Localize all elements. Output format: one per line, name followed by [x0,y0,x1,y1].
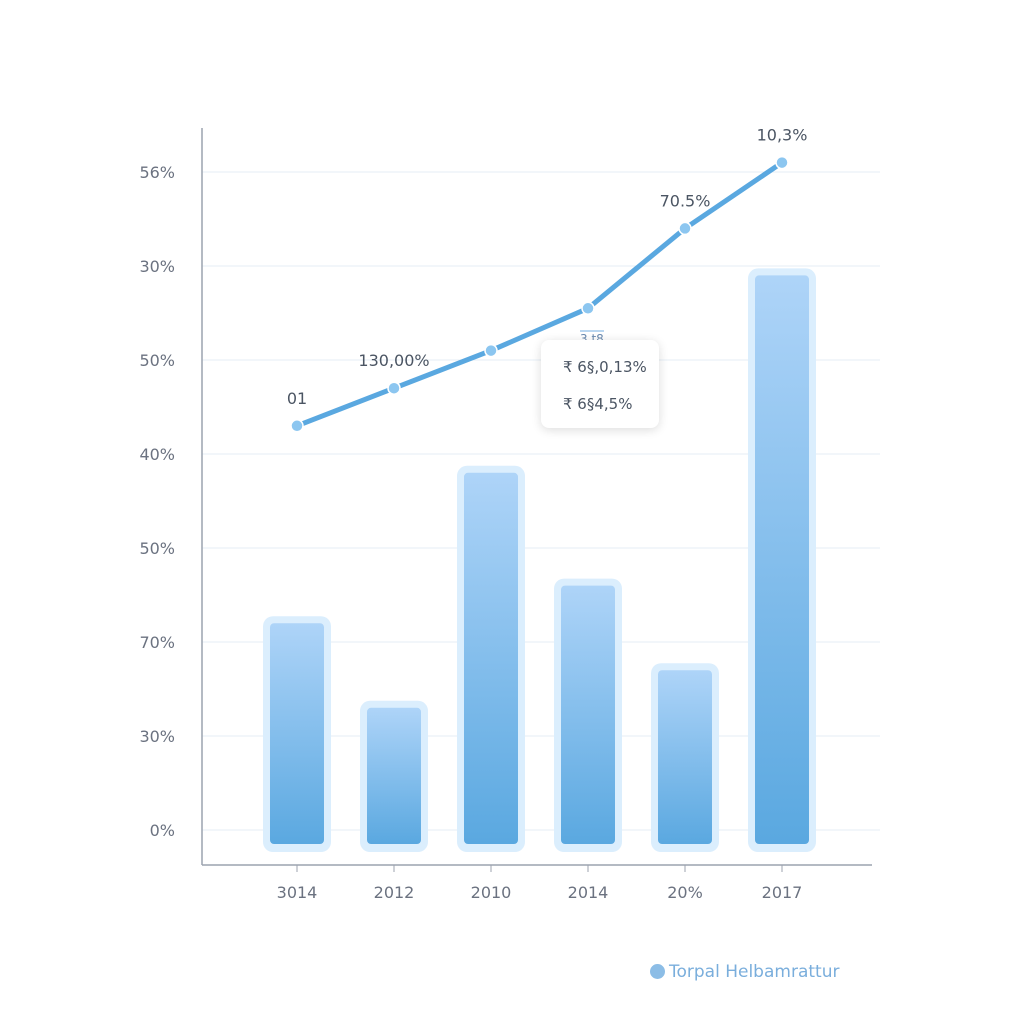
apple-icon [650,964,665,979]
y-tick-labels: 0% 30% 70% 50% 40% 50% 30% 56% [139,163,175,840]
brand-watermark: Torpal Helbamrattur [650,962,839,982]
y-tick-label: 50% [139,539,175,558]
bar [755,275,809,844]
y-tick-label: 40% [139,445,175,464]
tooltip: ₹ 6§,0,13% ₹ 6§4,5% [541,340,659,428]
line-data-label: 10,3% [757,126,808,145]
bar [561,585,615,844]
bars [263,268,816,852]
x-tick-label: 2010 [471,883,512,902]
x-tick-label: 2014 [568,883,609,902]
y-tick-label: 70% [139,633,175,652]
line-point [678,221,692,236]
y-tick-label: 30% [139,727,175,746]
bar [270,623,324,844]
bar [367,707,421,844]
line-point [387,381,401,395]
tooltip-line-2: ₹ 6§4,5% [563,395,633,413]
line-point [581,301,595,316]
brand-text: Torpal Helbamrattur [669,962,840,982]
line-point [484,343,498,358]
bar [464,472,518,844]
x-tick-labels: 3014 2012 2010 2014 20% 2017 [277,865,803,902]
line-data-label: 01 [287,389,307,408]
line-series [290,155,789,433]
x-tick-label: 2012 [374,883,415,902]
y-tick-label: 30% [139,257,175,276]
line-data-label: 130,00% [358,351,429,370]
y-tick-label: 56% [139,163,175,182]
x-tick-label: 3014 [277,883,318,902]
tooltip-line-1: ₹ 6§,0,13% [563,358,647,376]
series-line [294,160,785,429]
line-data-label: 70.5% [660,191,711,210]
line-point [290,419,304,433]
line-point [775,155,789,170]
line-data-labels: 01 130,00% 70.5% 10,3% [287,126,808,408]
y-tick-label: 50% [139,351,175,370]
x-tick-label: 2017 [762,883,803,902]
x-tick-label: 20% [667,883,703,902]
y-tick-label: 0% [150,821,175,840]
bar [658,670,712,844]
